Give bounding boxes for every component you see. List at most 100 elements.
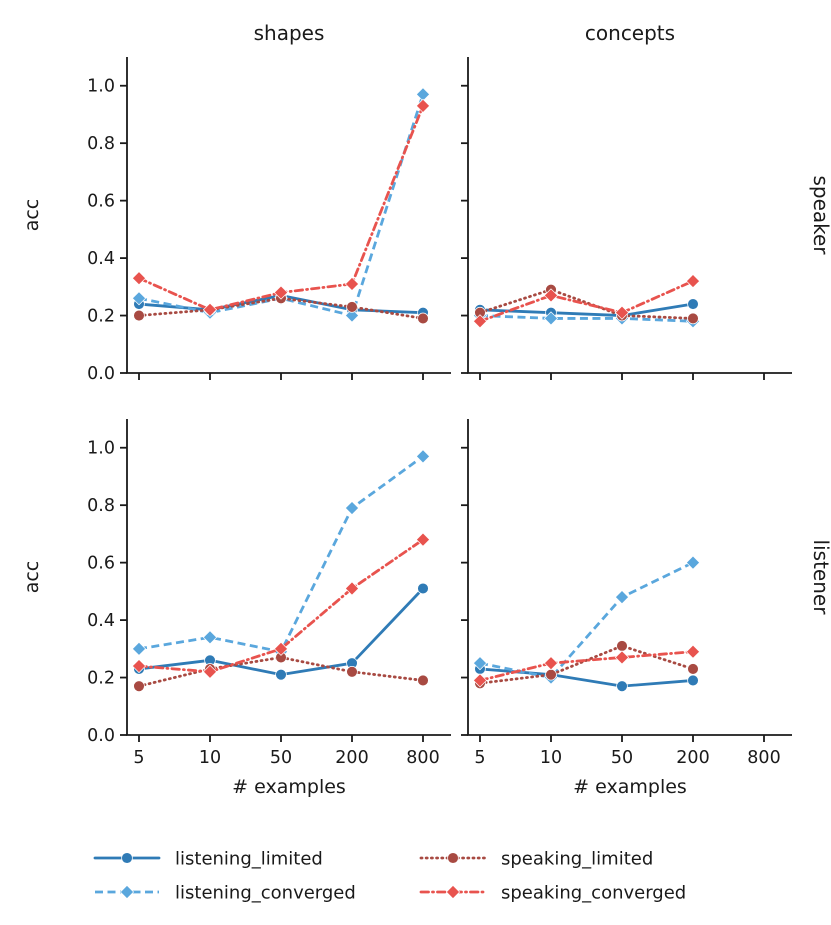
circle-marker: [346, 301, 358, 313]
circle-marker: [687, 312, 699, 325]
diamond-marker: [685, 273, 701, 289]
diamond-marker: [415, 449, 431, 464]
column-title-concepts: concepts: [585, 21, 675, 45]
legend: listening_limited listening_converged spea…: [93, 849, 686, 904]
diamond-marker: [472, 656, 488, 671]
diamond-marker: [131, 291, 147, 306]
x-tick-label: 200: [335, 748, 368, 768]
y-tick-label: 0.0: [87, 726, 115, 746]
series-line-speaking_limited: [478, 288, 695, 320]
circle-marker: [545, 668, 557, 681]
circle-marker: [687, 298, 699, 310]
y-tick-label: 0.2: [87, 307, 115, 327]
circle-marker: [275, 668, 287, 681]
series-markers-speaking_converged: [472, 273, 701, 329]
x-tick-label: 10: [199, 748, 221, 768]
circle-marker: [417, 674, 429, 687]
panel-speaker-concepts: [461, 57, 792, 380]
diamond-marker: [415, 98, 431, 113]
diamond-marker: [344, 276, 360, 292]
circle-marker: [346, 666, 358, 678]
series-line-listening_limited: [478, 302, 695, 317]
x-tick-label: 5: [133, 748, 144, 768]
diamond-marker: [273, 641, 289, 656]
row-title-listener: listener: [809, 540, 831, 616]
y-tick-label: 1.0: [87, 439, 115, 459]
series-line-listening_converged: [479, 314, 694, 323]
diamond-marker: [202, 302, 218, 317]
legend-item-speaking_converged: speaking_converged: [419, 883, 686, 904]
circle-marker: [133, 309, 145, 322]
series-line-speaking_limited: [478, 644, 695, 685]
diamond-marker: [202, 630, 218, 645]
series-line-speaking_limited: [137, 296, 425, 320]
legend-item-speaking_limited: speaking_limited: [419, 849, 653, 870]
diamond-marker: [415, 532, 431, 547]
circle-marker: [447, 852, 459, 864]
diamond-marker: [543, 288, 559, 303]
x-tick-label: 800: [747, 748, 780, 768]
diamond-marker: [543, 311, 559, 326]
series-line-listening_converged: [479, 561, 694, 679]
diamond-marker: [543, 656, 559, 671]
circle-marker: [616, 640, 628, 652]
diamond-marker: [131, 641, 147, 656]
diamond-marker: [614, 590, 630, 605]
series-markers-speaking_converged: [131, 98, 431, 317]
circle-marker: [417, 312, 429, 325]
legend-label: listening_limited: [175, 849, 323, 870]
y-axis-label-top: acc: [21, 199, 43, 232]
diamond-marker: [131, 658, 147, 674]
x-tick-label: 200: [676, 748, 709, 768]
diamond-marker: [445, 884, 461, 900]
diamond-marker: [685, 555, 701, 570]
y-axis-label-bottom: acc: [21, 561, 43, 594]
panel-speaker-shapes: 0.0 0.2 0.4 0.6 0.8 1.0: [87, 57, 451, 384]
y-tick-label: 0.6: [87, 192, 115, 212]
diamond-marker: [685, 644, 701, 659]
y-tick-label: 0.2: [87, 669, 115, 689]
series-markers-speaking_converged: [131, 532, 431, 679]
diamond-marker: [614, 305, 630, 320]
y-tick-label: 0.8: [87, 496, 115, 516]
diamond-marker: [614, 650, 630, 665]
series-line-speaking_converged: [478, 650, 695, 682]
diamond-marker: [119, 884, 135, 900]
diamond-marker: [202, 664, 218, 679]
series-line-speaking_converged: [478, 279, 695, 323]
x-axis-label-shapes: # examples: [232, 776, 346, 798]
diamond-marker: [344, 581, 360, 596]
panel-listener-shapes: 0.0 0.2 0.4 0.6 0.8 1.0 5 10 50 200 800: [87, 419, 451, 768]
circle-marker: [687, 663, 699, 675]
panels-group: 0.00.20.40.60.81.00.00.20.40.60.81.05 10 5…: [87, 57, 792, 768]
circle-marker: [417, 582, 429, 595]
x-tick-label: 50: [611, 748, 633, 768]
diamond-marker: [472, 673, 488, 688]
circle-marker: [616, 680, 628, 692]
y-tick-label: 0.4: [87, 611, 115, 631]
diamond-marker: [344, 308, 360, 323]
legend-label: listening_converged: [175, 883, 356, 904]
y-tick-label: 0.4: [87, 249, 115, 269]
row-title-speaker: speaker: [809, 175, 831, 255]
series-markers-speaking_converged: [472, 644, 701, 688]
x-tick-label: 5: [474, 748, 485, 768]
x-tick-label: 10: [540, 748, 562, 768]
legend-item-listening_limited: listening_limited: [93, 849, 323, 870]
legend-label: speaking_limited: [501, 849, 653, 870]
x-tick-label: 800: [406, 748, 439, 768]
diamond-marker: [273, 285, 289, 300]
series-line-speaking_converged: [137, 104, 425, 312]
legend-label: speaking_converged: [501, 883, 686, 904]
panel-listener-concepts: 5 10 50 200 800: [461, 419, 792, 768]
y-tick-label: 0.8: [87, 134, 115, 154]
y-tick-label: 0.0: [87, 364, 115, 384]
circle-marker: [133, 680, 145, 692]
circle-marker: [687, 674, 699, 687]
y-tick-label: 1.0: [87, 77, 115, 97]
y-tick-label: 0.6: [87, 554, 115, 574]
series-markers-speaking_limited: [133, 651, 429, 692]
diamond-marker: [344, 500, 360, 516]
